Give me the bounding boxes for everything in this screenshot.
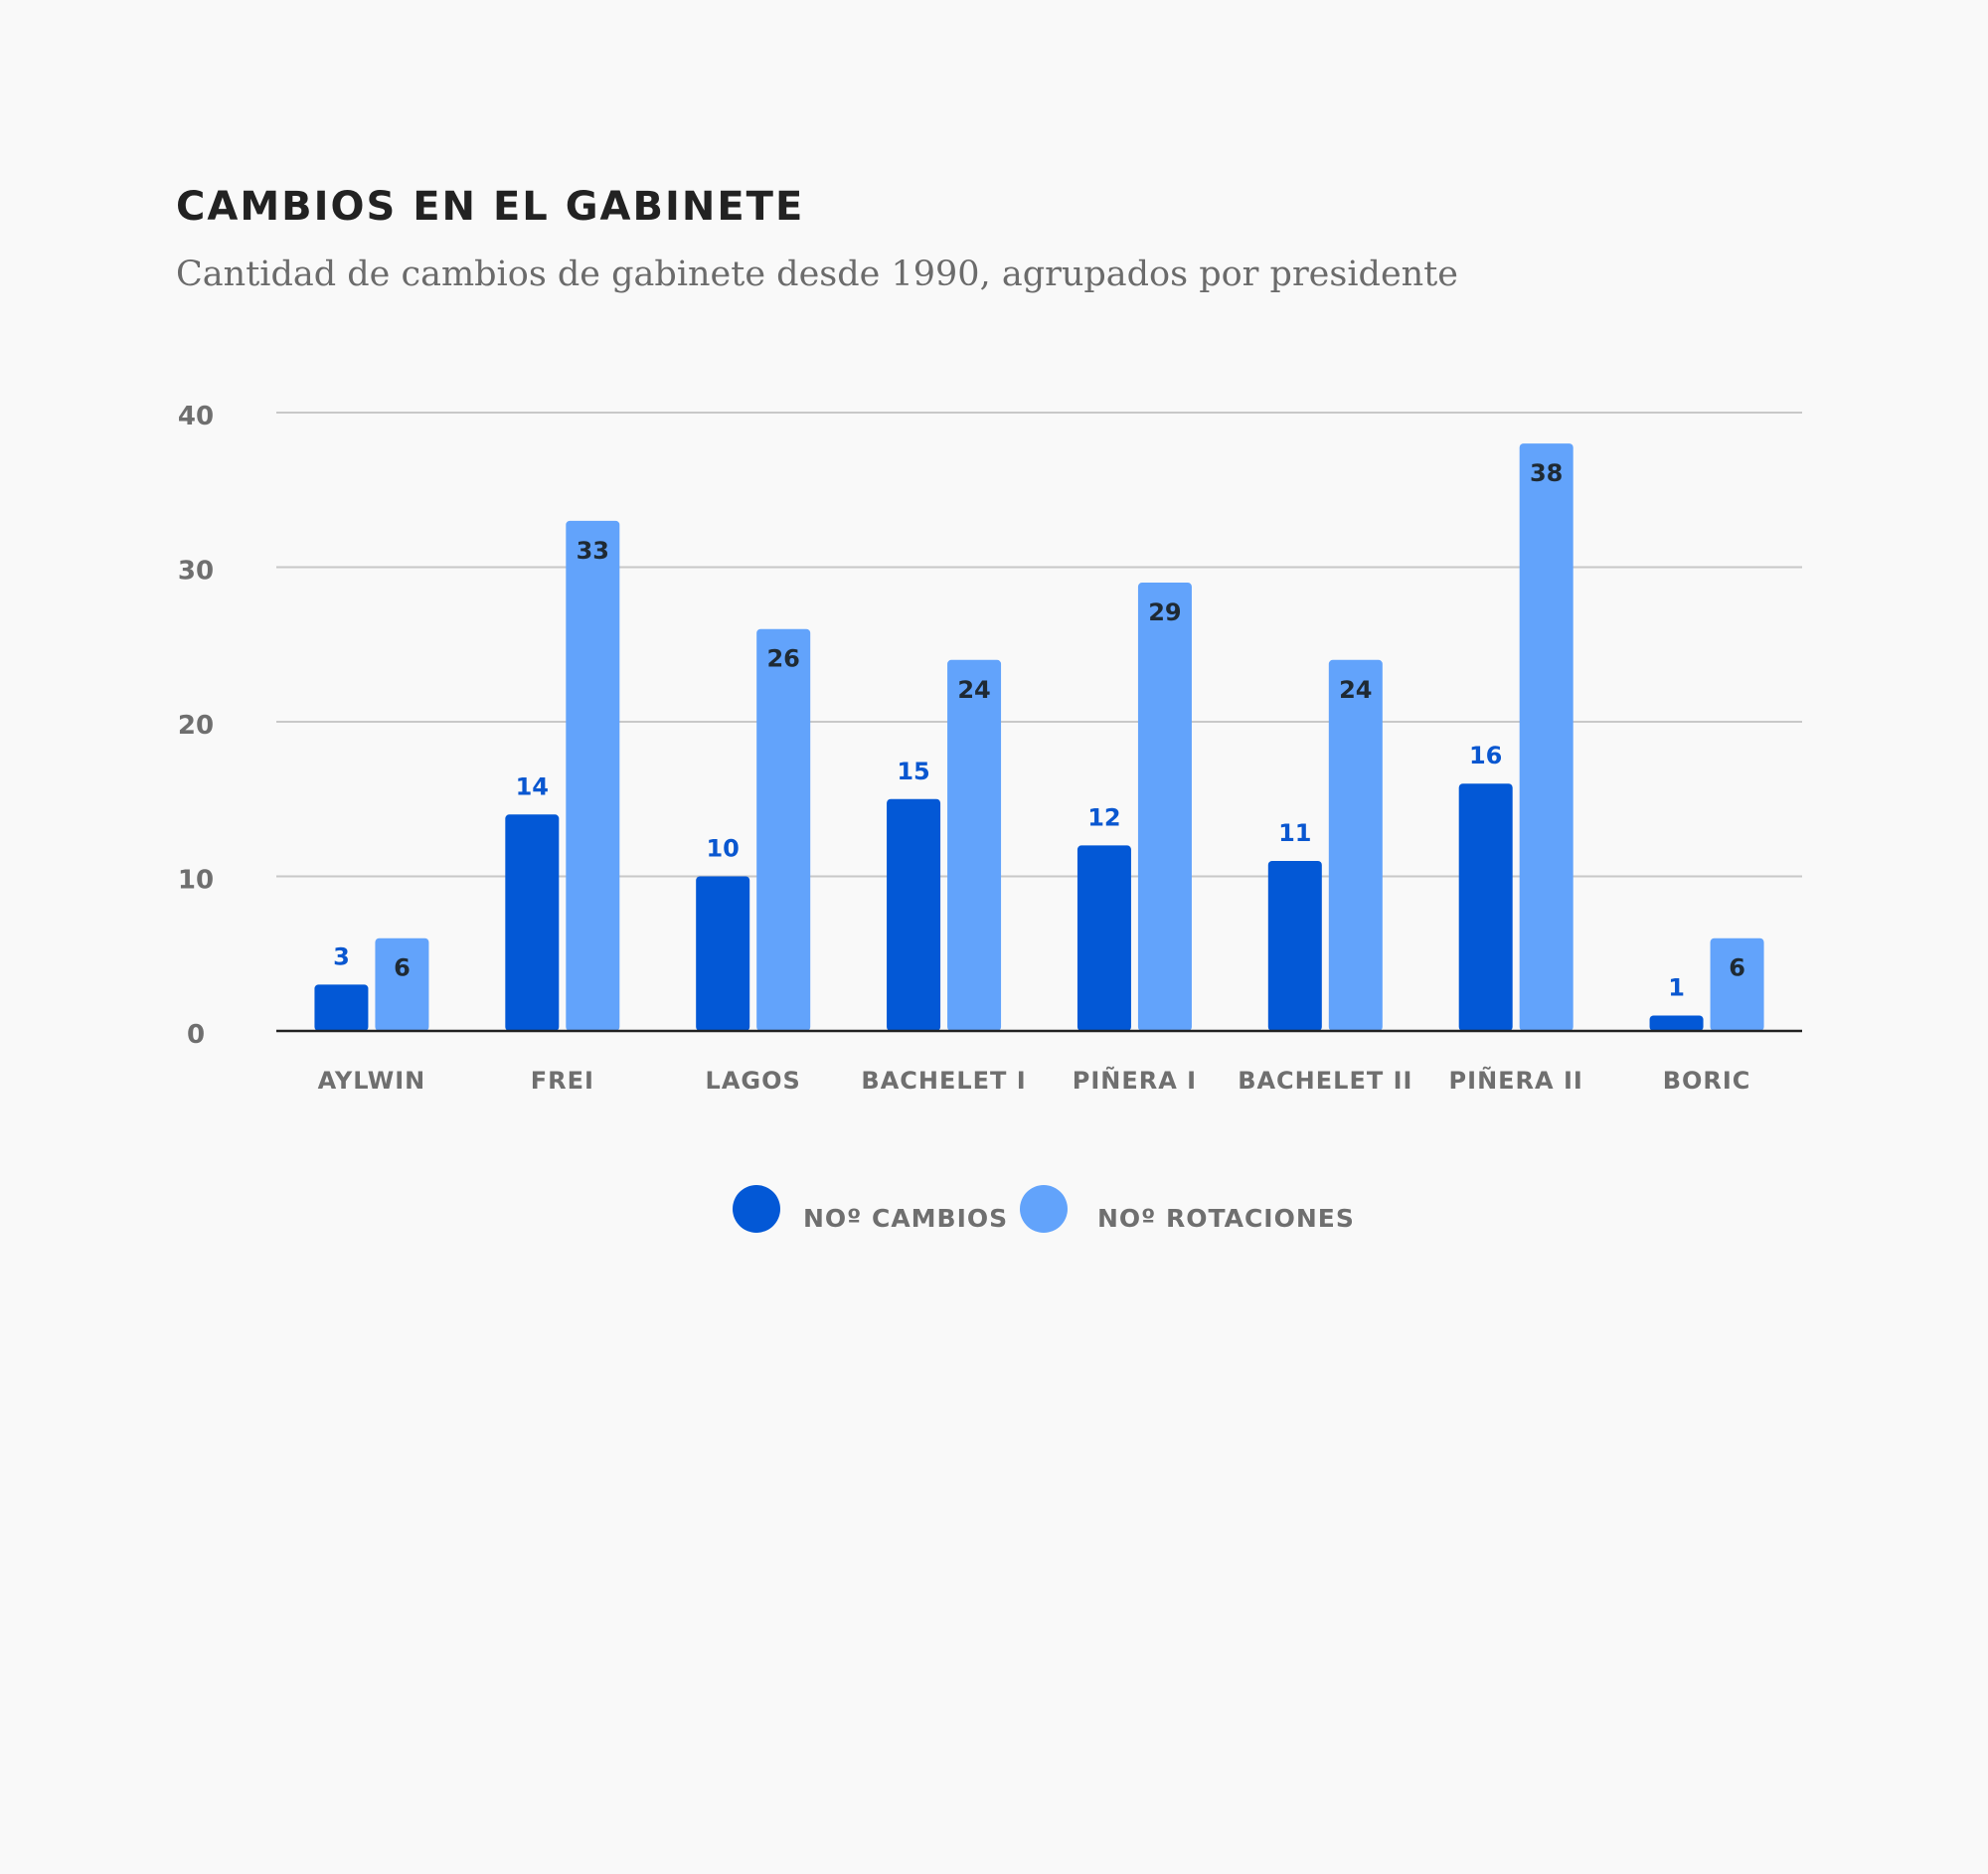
data-label-cambios: 3 [333, 942, 350, 970]
x-tick-label: BACHELET I [861, 1067, 1026, 1095]
bar-cambios [696, 876, 750, 1031]
x-tick-label: PIÑERA I [1073, 1066, 1197, 1095]
bar-rotaciones [566, 520, 620, 1031]
legend-swatch [733, 1185, 780, 1233]
data-label-cambios: 1 [1668, 973, 1685, 1001]
x-tick-label: FREI [531, 1067, 594, 1095]
data-label-cambios: 10 [706, 835, 739, 863]
y-tick-label: 30 [178, 557, 214, 587]
y-tick-label: 10 [178, 866, 214, 896]
chart-subtitle: Cantidad de cambios de gabinete desde 19… [176, 255, 1458, 294]
x-tick-label: AYLWIN [318, 1067, 426, 1095]
bar-rotaciones [375, 937, 429, 1031]
data-label-rotaciones: 24 [957, 676, 990, 704]
data-label-cambios: 11 [1278, 819, 1311, 847]
y-tick-label: 20 [178, 711, 214, 741]
x-axis: AYLWIN FREI LAGOS BACHELET I PIÑERA I BACHELE… [276, 1029, 1802, 1095]
legend-label: NOº ROTACIONES [1097, 1204, 1355, 1233]
data-label-rotaciones: 6 [394, 954, 411, 982]
x-tick-label: BACHELET II [1238, 1067, 1412, 1095]
data-label-rotaciones: 38 [1530, 459, 1563, 487]
bar-rotaciones [1328, 659, 1383, 1031]
bar-cambios [1267, 860, 1322, 1031]
y-tick-label: 0 [187, 1020, 205, 1050]
data-label-rotaciones: 29 [1148, 598, 1181, 626]
x-tick-label: LAGOS [706, 1067, 801, 1095]
legend-swatch [1020, 1185, 1068, 1233]
bar-rotaciones [1519, 443, 1574, 1032]
y-axis: 0 10 20 30 40 [178, 402, 214, 1050]
bar-rotaciones [1710, 937, 1764, 1031]
chart-legend: NOº CAMBIOS NOº ROTACIONES [733, 1185, 1355, 1233]
bar-cambios [1458, 783, 1513, 1031]
data-label-cambios: 16 [1469, 742, 1502, 769]
data-label-rotaciones: 33 [577, 537, 609, 565]
legend-label: NOº CAMBIOS [803, 1204, 1008, 1233]
bar-cambios [887, 798, 941, 1031]
bar-cambios [505, 814, 560, 1031]
chart-title: CAMBIOS EN EL GABINETE [176, 184, 805, 230]
bar-rotaciones [1137, 583, 1192, 1031]
data-label-rotaciones: 26 [766, 645, 799, 673]
bar-rotaciones [756, 628, 811, 1031]
y-tick-label: 40 [178, 402, 214, 431]
chart-gridlines [276, 412, 1802, 878]
data-label-cambios: 15 [897, 758, 929, 785]
bar-cambios [314, 984, 369, 1031]
bar-cambios [1649, 1015, 1704, 1031]
data-label-rotaciones: 24 [1339, 676, 1372, 704]
data-label-cambios: 14 [516, 772, 549, 800]
x-tick-label: BORIC [1663, 1067, 1751, 1095]
bar-cambios [1077, 845, 1131, 1031]
data-label-rotaciones: 6 [1729, 954, 1745, 982]
bar-rotaciones [947, 659, 1002, 1031]
x-tick-label: PIÑERA II [1449, 1066, 1583, 1095]
data-label-cambios: 12 [1087, 803, 1120, 831]
